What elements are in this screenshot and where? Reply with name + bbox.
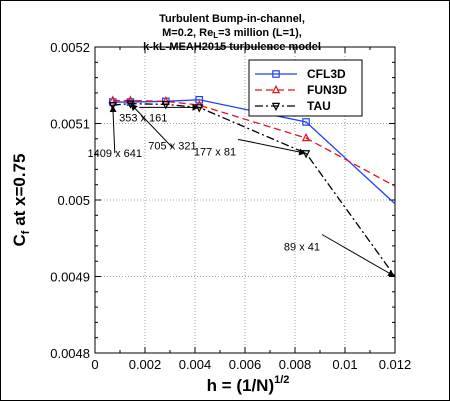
annotation-label: 89 x 41 [284, 242, 320, 254]
x-tick-label: 0.004 [179, 357, 212, 372]
data-point-tau [161, 101, 170, 110]
x-tick-label: 0.002 [129, 357, 162, 372]
legend-marker-cfl3d [272, 70, 280, 78]
axis-ticks: 0 0.002 0.004 0.006 0.008 0.01 0.012 0.0048 0.00… [50, 40, 411, 372]
annotation-label: 1409 x 641 [88, 148, 142, 160]
annotation-label: 177 x 81 [194, 146, 236, 158]
data-point-fun3d [108, 95, 117, 104]
annotation-arrow [321, 234, 396, 277]
y-tick-label: 0.0049 [50, 270, 90, 285]
legend-label-cfl3d: CFL3D [307, 67, 346, 81]
annotations: 1409 x 641 705 x 321 353 x 161 177 x 81 89 x… [88, 103, 396, 277]
x-tick-label: 0.012 [379, 357, 412, 372]
legend-box [248, 59, 363, 117]
data-point-fun3d [301, 132, 311, 142]
y-tick-label: 0.0051 [50, 117, 90, 132]
legend-marker-fun3d [271, 84, 281, 94]
annotation-arrow [130, 103, 173, 148]
y-tick-label: 0.005 [57, 193, 90, 208]
chart-title-line-2: M=0.2, ReL=3 million (L=1), [162, 27, 302, 40]
x-tick-label: 0 [91, 357, 98, 372]
x-tick-label: 0.006 [229, 357, 262, 372]
legend-marker-tau [271, 102, 281, 112]
series-line-tau [112, 102, 396, 277]
legend-label-tau: TAU [307, 99, 331, 113]
legend-label-fun3d: FUN3D [307, 83, 347, 97]
legend: CFL3D FUN3D TAU [248, 59, 363, 117]
chart-title-line-3: k-kL-MEAH2015 turbulence model [143, 41, 321, 53]
data-point-cfl3d [302, 118, 310, 126]
y-tick-label: 0.0052 [50, 40, 90, 55]
x-tick-label: 0.008 [279, 357, 312, 372]
series-tau [108, 100, 396, 277]
data-point-cfl3d [195, 95, 204, 104]
x-axis-label: h = (1/N)1/2 [207, 374, 290, 395]
chart-title-line-1: Turbulent Bump-in-channel, [159, 13, 305, 25]
x-tick-label: 0.01 [332, 357, 357, 372]
annotation-arrow [109, 105, 117, 154]
annotation-arrow [237, 138, 307, 156]
y-axis-label: Cf at x=0.75 [10, 154, 32, 247]
annotation-label: 705 x 321 [148, 141, 196, 153]
annotation-label: 353 x 161 [119, 112, 167, 124]
y-tick-label: 0.0048 [50, 346, 90, 361]
